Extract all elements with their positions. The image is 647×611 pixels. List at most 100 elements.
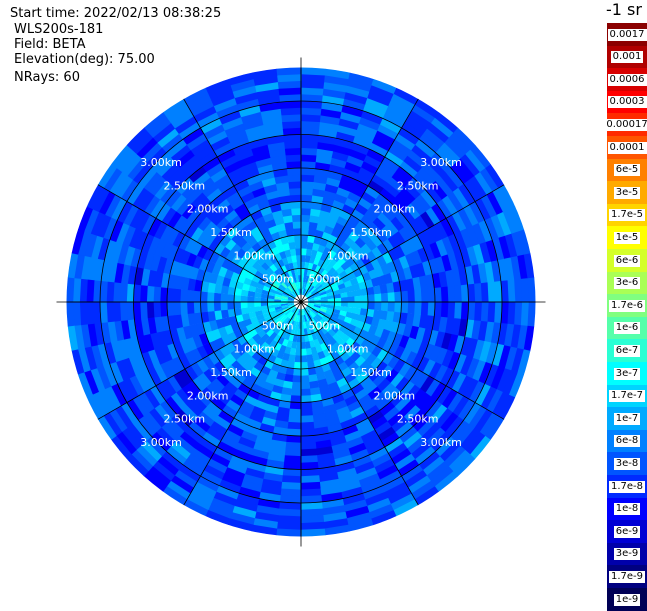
beta-cell — [306, 283, 312, 291]
beta-cell — [170, 475, 194, 494]
colorbar-level: 0.0006 — [607, 68, 647, 92]
beta-cell — [301, 281, 304, 289]
colorbar-level: 1.7e-6 — [607, 294, 647, 318]
beta-cell — [246, 256, 257, 267]
beta-cell — [360, 429, 379, 444]
beta-cell — [383, 182, 401, 198]
beta-cell — [313, 293, 321, 298]
beta-cell — [313, 338, 321, 348]
beta-cell — [360, 479, 383, 494]
beta-cell — [354, 355, 367, 368]
beta-cell — [457, 375, 473, 397]
beta-cell — [306, 313, 312, 321]
beta-cell — [295, 348, 301, 357]
beta-cell — [381, 432, 400, 448]
beta-cell — [331, 442, 349, 454]
beta-cell — [121, 427, 142, 451]
beta-cell — [251, 405, 266, 418]
beta-cell — [248, 311, 257, 319]
beta-cell — [307, 367, 317, 376]
beta-cell — [342, 167, 359, 180]
range-ring-label: 500m — [262, 319, 294, 332]
beta-cell — [279, 359, 289, 369]
beta-cell — [281, 338, 289, 348]
beta-cell — [226, 460, 248, 475]
beta-cell — [153, 316, 164, 333]
range-ring — [99, 100, 503, 504]
beta-cell — [338, 383, 352, 395]
beta-cell — [387, 176, 405, 193]
beta-cell — [240, 191, 255, 204]
beta-cell — [203, 464, 225, 481]
beta-cell — [320, 296, 329, 300]
beta-cell — [173, 301, 182, 316]
beta-cell — [274, 419, 289, 430]
beta-cell — [289, 305, 296, 312]
colorbar-level: 1e-9 — [607, 588, 647, 611]
beta-cell — [308, 262, 314, 271]
beta-cell — [153, 238, 167, 257]
beta-cell — [227, 286, 236, 295]
beta-cell — [102, 412, 123, 437]
beta-cell — [288, 415, 301, 424]
beta-cell — [440, 142, 462, 164]
beta-cell — [229, 135, 250, 149]
beta-cell — [450, 162, 470, 185]
beta-cell — [90, 211, 106, 236]
beta-cell — [206, 206, 221, 222]
beta-cell — [305, 341, 311, 350]
beta-cell — [312, 279, 320, 288]
beta-cell — [338, 180, 354, 192]
beta-cell — [319, 308, 328, 314]
beta-cell — [453, 335, 466, 355]
beta-cell — [435, 176, 454, 197]
range-ring-label: 2.00km — [374, 389, 416, 402]
beta-cell — [97, 163, 118, 189]
beta-cell — [276, 67, 302, 76]
beta-cell — [486, 389, 504, 414]
beta-cell — [274, 308, 283, 314]
beta-cell — [236, 406, 252, 419]
beta-cell — [317, 285, 325, 292]
beta-cell — [199, 470, 222, 487]
beta-cell — [201, 355, 215, 370]
beta-cell — [214, 254, 226, 267]
beta-cell — [411, 480, 436, 501]
beta-cell — [210, 167, 228, 183]
beta-cell — [324, 284, 333, 292]
beta-cell — [301, 160, 317, 169]
beta-cell — [189, 487, 214, 505]
beta-cell — [207, 352, 220, 366]
beta-cell — [296, 315, 300, 323]
beta-cell — [420, 189, 438, 208]
beta-cell — [98, 190, 116, 215]
beta-cell — [289, 248, 297, 257]
beta-cell — [186, 453, 208, 471]
beta-cell — [283, 374, 294, 383]
beta-cell — [371, 415, 388, 431]
beta-cell — [284, 448, 301, 457]
beta-cell — [84, 345, 98, 371]
beta-cell — [282, 127, 302, 136]
beta-cell — [350, 277, 359, 286]
beta-cell — [193, 312, 203, 325]
beta-cell — [213, 97, 238, 113]
beta-cell — [311, 263, 318, 272]
beta-cell — [381, 156, 401, 173]
beta-cell — [277, 508, 301, 517]
beta-cell — [300, 435, 316, 444]
beta-cell — [309, 340, 316, 349]
beta-cell — [249, 180, 265, 192]
beta-cell — [85, 394, 104, 420]
beta-cell — [237, 366, 250, 379]
beta-cell — [196, 475, 220, 493]
beta-cell — [89, 367, 106, 393]
range-ring-label: 2.00km — [374, 203, 416, 216]
beta-cell — [296, 335, 301, 343]
beta-cell — [138, 190, 155, 212]
beta-cell — [166, 343, 179, 360]
beta-cell — [298, 322, 301, 330]
beta-cell — [485, 342, 499, 365]
beta-cell — [344, 91, 369, 105]
beta-cell — [314, 303, 322, 307]
